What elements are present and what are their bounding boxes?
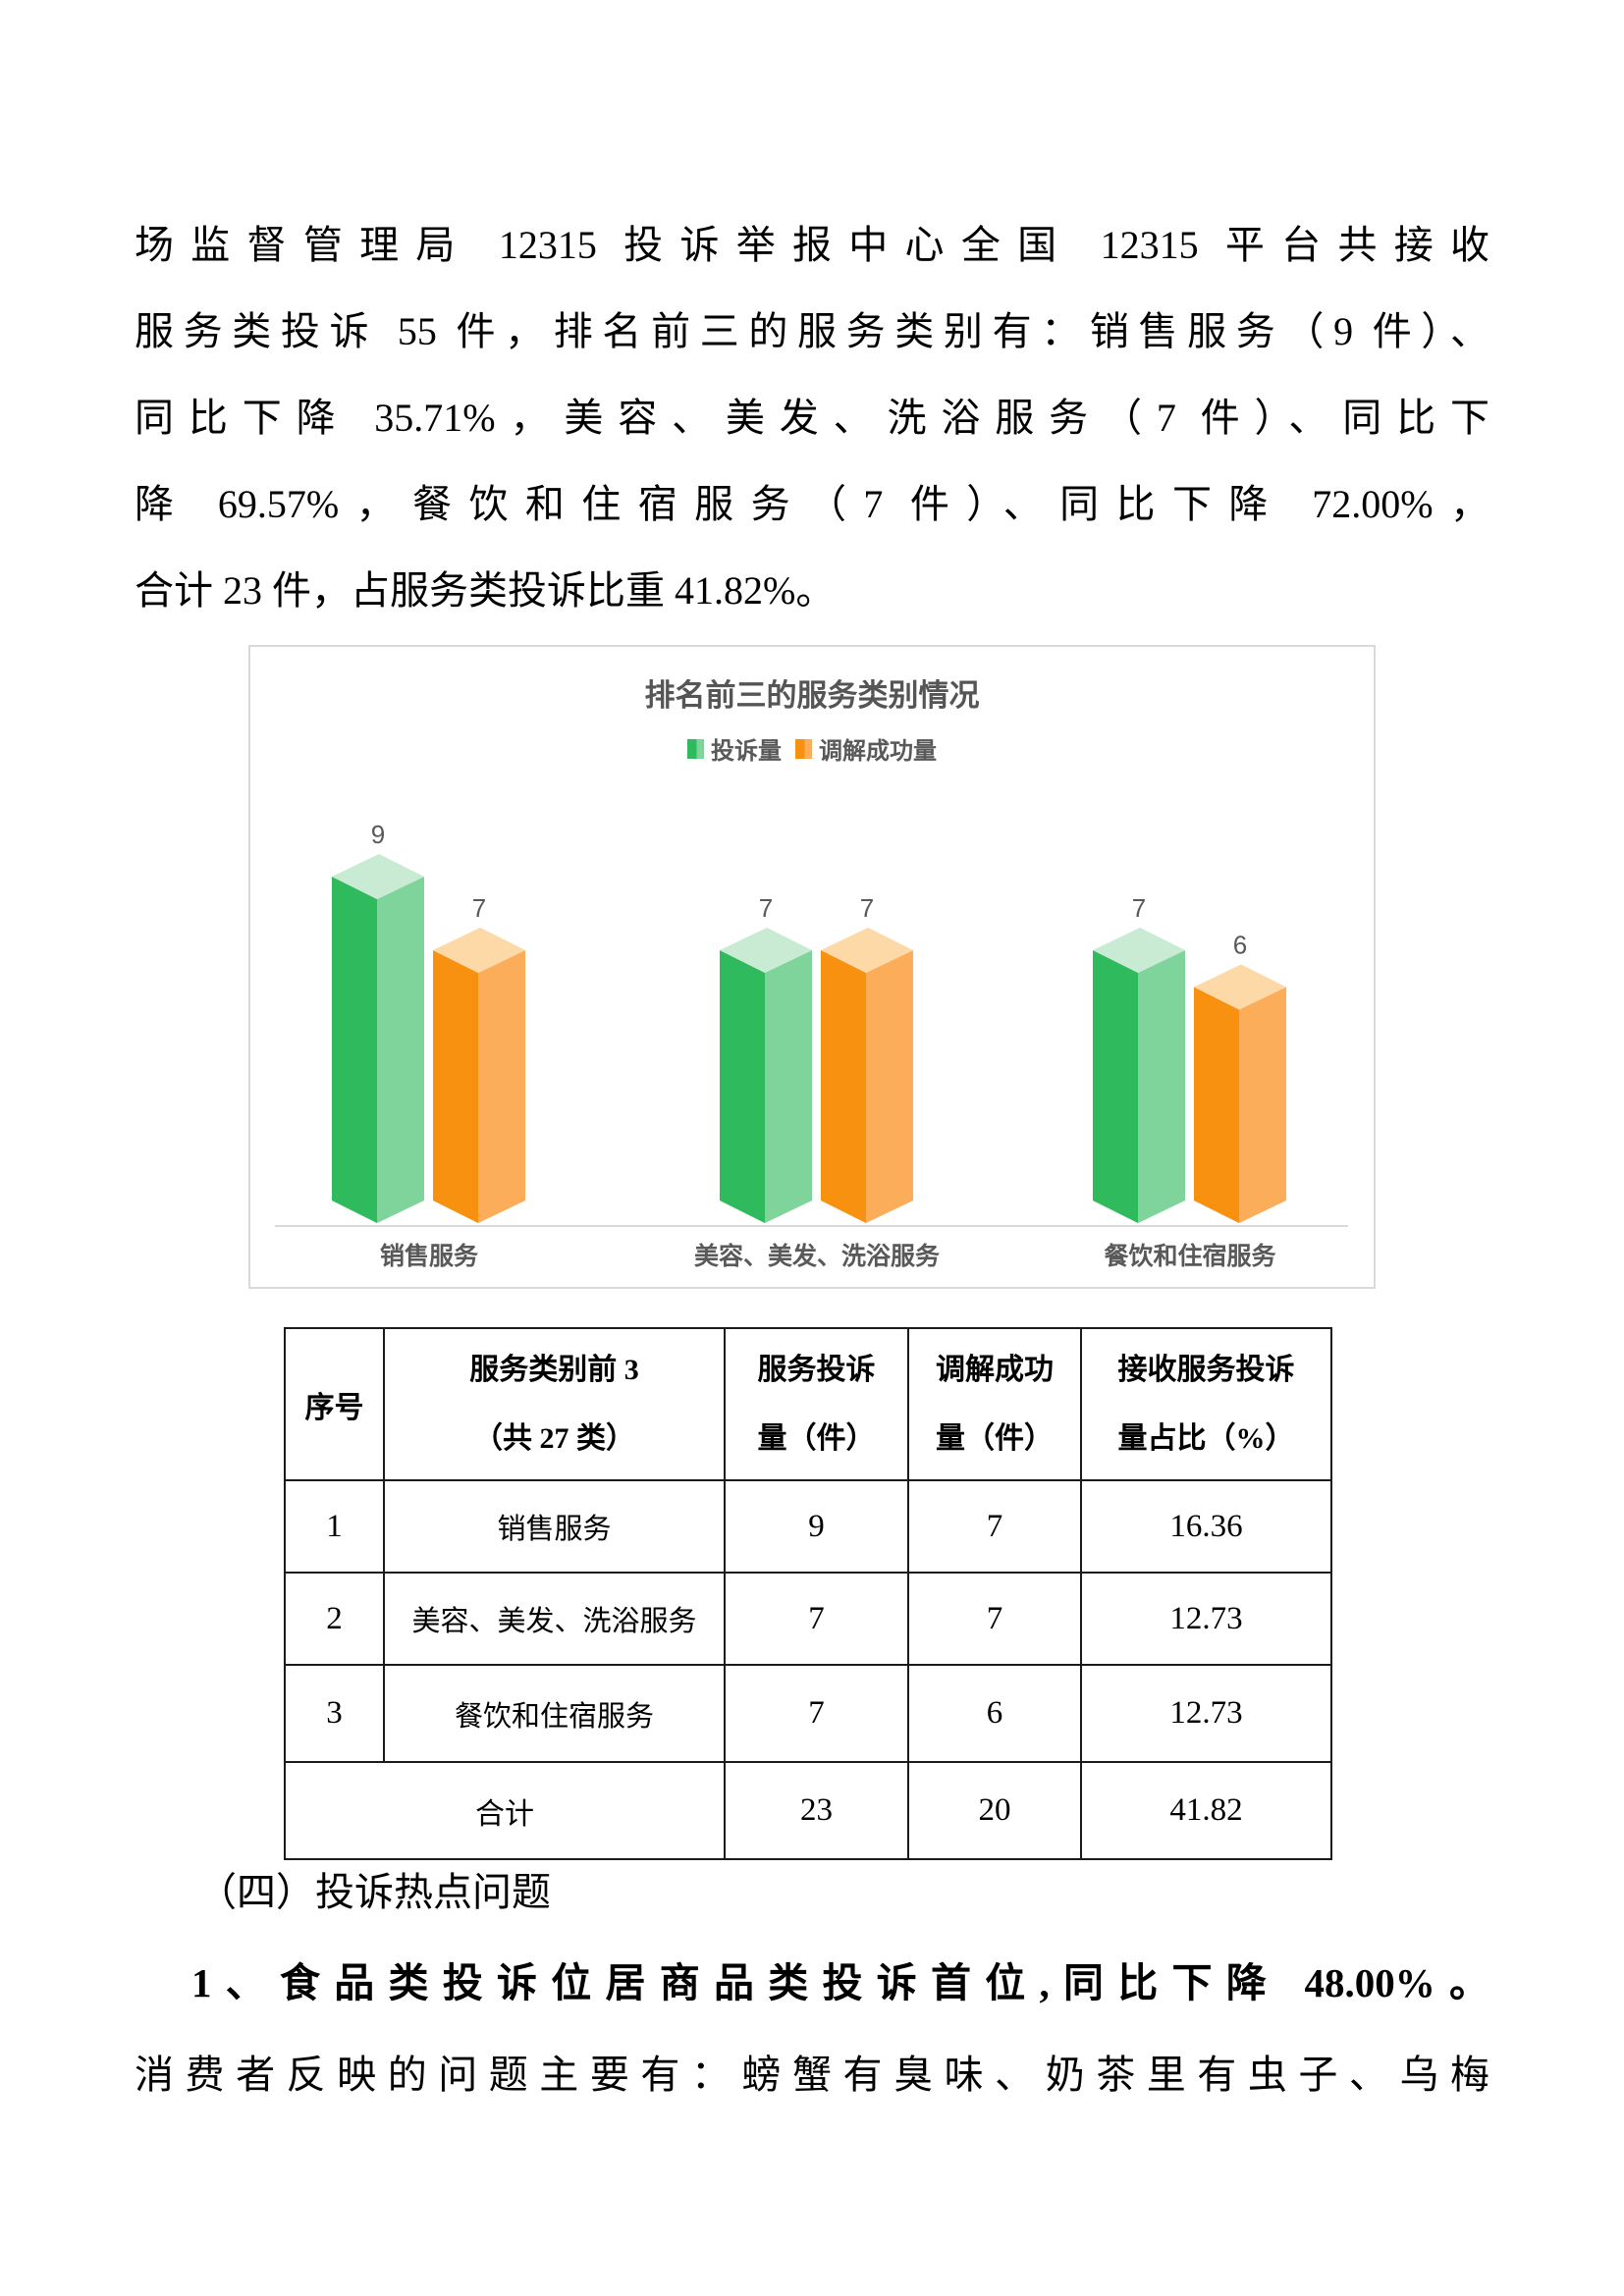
paragraph-line: 同比下降 35.71%，美容、美发、洗浴服务（7 件）、同比下 [135,396,1489,440]
table-header-row: 序号 服务类别前 3 （共 27 类） 服务投诉 量（件） 调解成功 量（件） … [284,1327,1332,1481]
table-total-row: 合计 23 20 41.82 [284,1761,1332,1860]
header-line: （共 27 类） [473,1421,635,1455]
bar-front-face [720,950,765,1223]
category-label: 餐饮和住宿服务 [1104,1242,1275,1270]
header-line: 接收服务投诉 [1117,1353,1295,1386]
cell-seq: 2 [284,1572,385,1666]
header-complaints: 服务投诉 量（件） [724,1327,909,1481]
bar-value-label: 6 [1233,931,1247,960]
bar-front-face [1194,987,1239,1223]
legend-item-mediation: 调解成功量 [795,731,937,766]
cell-category: 餐饮和住宿服务 [383,1664,726,1763]
bar-side-face [478,950,525,1223]
paragraph-line: 场监督管理局 12315 投诉举报中心全国 12315 平台共接收 [135,223,1489,267]
chart-title: 排名前三的服务类别情况 [644,678,980,713]
header-line: 服务类别前 3 [469,1353,639,1386]
bar-value-label: 7 [1132,893,1146,923]
cell-seq: 1 [284,1479,385,1574]
bar-top-face [433,928,525,973]
header-line: 量（件） [757,1421,876,1455]
bar-value-label: 7 [759,893,773,923]
bar-side-face [1239,987,1286,1223]
section-body-line: 消费者反映的问题主要有：螃蟹有臭味、奶茶里有虫子、乌梅 [135,2053,1489,2097]
cell-mediation: 7 [907,1572,1082,1666]
legend-label: 投诉量 [711,738,782,765]
paragraph-line: 服务类投诉 55 件，排名前三的服务类别有：销售服务（9 件）、 [135,309,1489,353]
cell-category: 美容、美发、洗浴服务 [383,1572,726,1666]
top3-services-table: 序号 服务类别前 3 （共 27 类） 服务投诉 量（件） 调解成功 量（件） … [284,1327,1332,1860]
legend-label: 调解成功量 [819,738,937,765]
cell-total-complaints: 23 [724,1761,909,1860]
header-line: 调解成功 [936,1353,1054,1386]
orange-series-swatch-icon [795,738,812,759]
header-ratio: 接收服务投诉 量占比（%） [1080,1327,1332,1481]
cell-mediation: 7 [907,1479,1082,1574]
bar-side-face [866,950,913,1223]
bar-value-label: 7 [860,893,874,923]
cell-complaints: 9 [724,1479,909,1574]
paragraph-line: 降 69.57%，餐饮和住宿服务（7 件）、同比下降 72.00%， [135,482,1489,526]
bar-top-face [332,854,424,899]
header-line: 量（件） [936,1421,1054,1455]
table-row: 2 美容、美发、洗浴服务 7 7 12.73 [284,1572,1332,1666]
bar-side-face [377,877,424,1223]
section-hot-issues: （四）投诉热点问题 1、食品类投诉位居商品类投诉首位,同比下降 48.00%。 … [135,1846,1489,2120]
bar-top-face [821,928,913,973]
bar-front-face [821,950,866,1223]
section-emphasis-line: 1、食品类投诉位居商品类投诉首位,同比下降 48.00%。 [191,1960,1489,2005]
table-row: 3 餐饮和住宿服务 7 6 12.73 [284,1664,1332,1763]
bar-side-face [765,950,812,1223]
paragraph-top: 场监督管理局 12315 投诉举报中心全国 12315 平台共接收 服务类投诉 … [135,202,1489,634]
header-category: 服务类别前 3 （共 27 类） [383,1327,726,1481]
header-mediation: 调解成功 量（件） [907,1327,1082,1481]
bar-value-label: 9 [371,820,385,849]
cell-seq: 3 [284,1664,385,1763]
bar-top-face [720,928,812,973]
bar-chart-panel: 排名前三的服务类别情况 投诉量 调解成功量 9 7 销售服务 7 7 美容、美发、洗浴服务… [248,645,1376,1289]
header-line: 服务投诉 [757,1353,876,1386]
bar-side-face [1138,950,1185,1223]
paragraph-line: 合计 23 件，占服务类投诉比重 41.82%。 [135,568,836,613]
category-label: 销售服务 [380,1242,478,1270]
green-series-swatch-icon [687,738,704,759]
cell-total-ratio: 41.82 [1080,1761,1332,1860]
bar-value-label: 7 [472,893,486,923]
bar-front-face [332,877,377,1223]
cell-complaints: 7 [724,1572,909,1666]
legend-item-complaints: 投诉量 [687,731,782,766]
cell-total-label: 合计 [284,1761,726,1860]
cell-category: 销售服务 [383,1479,726,1574]
cell-complaints: 7 [724,1664,909,1763]
header-seq: 序号 [284,1327,385,1481]
cell-mediation: 6 [907,1664,1082,1763]
table-row: 1 销售服务 9 7 16.36 [284,1479,1332,1574]
bar-top-face [1194,964,1286,1010]
chart-legend: 投诉量 调解成功量 [250,731,1374,766]
bar-front-face [433,950,478,1223]
cell-ratio: 12.73 [1080,1664,1332,1763]
category-label: 美容、美发、洗浴服务 [694,1242,940,1270]
bar-front-face [1093,950,1138,1223]
3d-bar-chart: 9 7 销售服务 7 7 美容、美发、洗浴服务 7 6 餐饮和住宿服务 [275,820,1348,1270]
bar-top-face [1093,928,1185,973]
cell-ratio: 16.36 [1080,1479,1332,1574]
cell-total-mediation: 20 [907,1761,1082,1860]
header-line: 量占比（%） [1117,1421,1295,1455]
cell-ratio: 12.73 [1080,1572,1332,1666]
section-heading: （四）投诉热点问题 [197,1870,551,1914]
